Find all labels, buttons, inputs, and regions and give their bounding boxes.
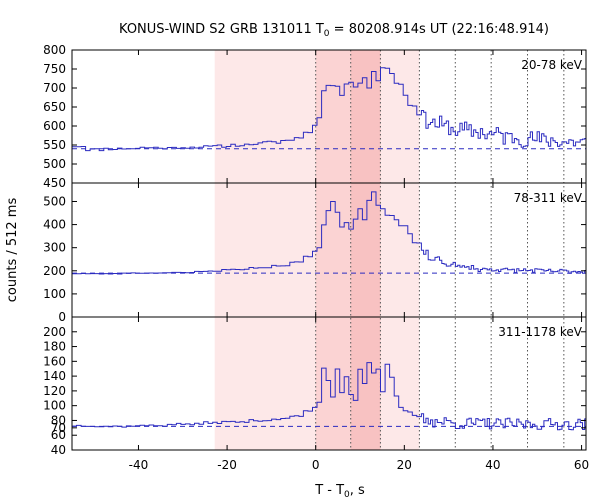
y-tick-label: 140 xyxy=(43,369,66,383)
y-tick-label: 500 xyxy=(43,194,66,208)
x-tick-label: 0 xyxy=(312,458,320,472)
y-tick-label: 60 xyxy=(51,428,66,442)
y-tick-label: 800 xyxy=(43,43,66,57)
y-tick-label: 180 xyxy=(43,340,66,354)
energy-band-label: 20-78 keV xyxy=(521,58,583,72)
x-tick-label: 40 xyxy=(485,458,500,472)
y-tick-label: 400 xyxy=(43,218,66,232)
y-tick-label: 550 xyxy=(43,138,66,152)
y-tick-label: 200 xyxy=(43,264,66,278)
shaded-interval xyxy=(350,50,381,450)
y-tick-label: 650 xyxy=(43,100,66,114)
y-tick-label: 700 xyxy=(43,81,66,95)
y-tick-label: 200 xyxy=(43,325,66,339)
y-tick-label: 80 xyxy=(51,413,66,427)
x-axis-label: T - T0, s xyxy=(314,483,365,500)
y-tick-label: 120 xyxy=(43,384,66,398)
y-tick-label: 0 xyxy=(58,310,66,324)
x-tick-label: 60 xyxy=(574,458,589,472)
y-axis-label: counts / 512 ms xyxy=(5,198,20,303)
energy-band-label: 311-1178 keV xyxy=(498,325,582,339)
y-tick-label: 100 xyxy=(43,399,66,413)
y-tick-label: 40 xyxy=(51,443,66,457)
x-tick-label: 20 xyxy=(397,458,412,472)
light-curve-series xyxy=(72,191,586,275)
y-tick-label: 600 xyxy=(43,119,66,133)
energy-band-label: 78-311 keV xyxy=(514,191,583,205)
light-curve-series xyxy=(72,67,586,152)
chart-title: KONUS-WIND S2 GRB 131011 T0 = 80208.914s… xyxy=(119,22,549,39)
y-tick-label: 450 xyxy=(43,176,66,190)
y-tick-label: 500 xyxy=(43,157,66,171)
x-tick-label: -20 xyxy=(217,458,237,472)
light-curve-series xyxy=(72,362,586,431)
y-tick-label: 100 xyxy=(43,287,66,301)
y-tick-label: 160 xyxy=(43,354,66,368)
x-tick-label: -40 xyxy=(129,458,149,472)
y-tick-label: 300 xyxy=(43,241,66,255)
y-tick-label: 70 xyxy=(51,421,66,435)
panel-frame xyxy=(71,316,587,451)
y-tick-label: 750 xyxy=(43,62,66,76)
